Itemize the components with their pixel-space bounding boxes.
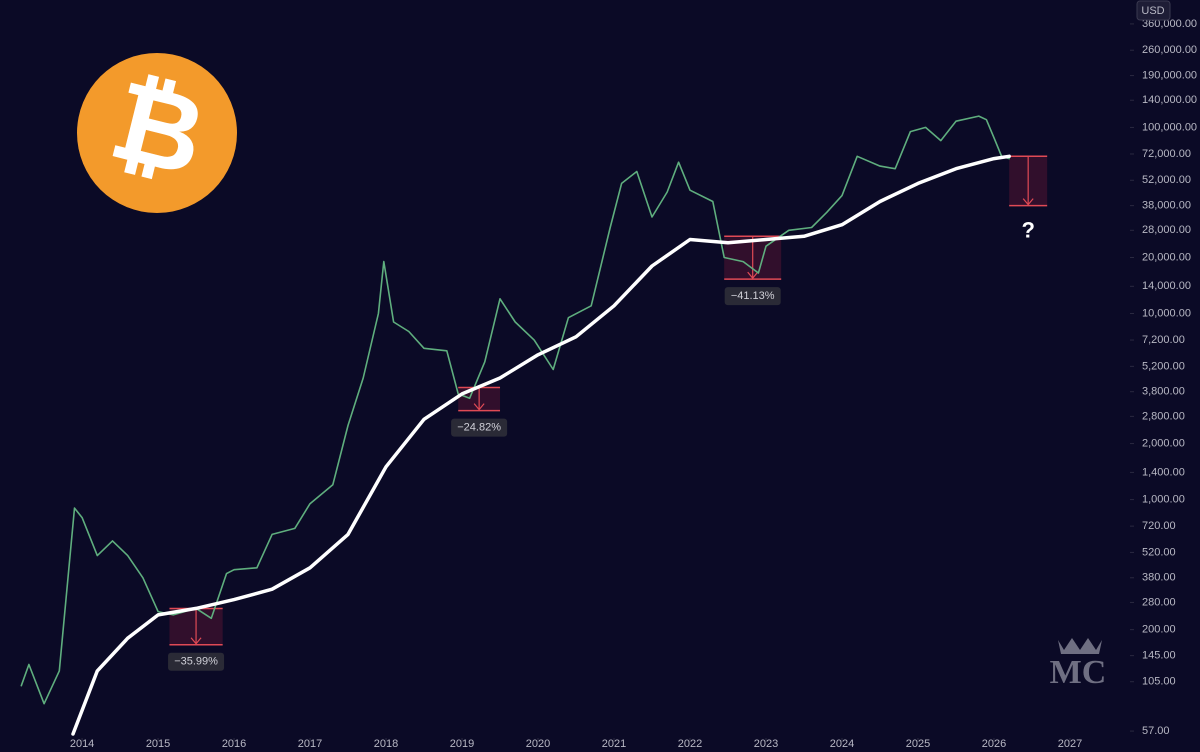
y-tick-label: 10,000.00	[1142, 307, 1191, 319]
y-tick-label: 2,000.00	[1142, 437, 1185, 449]
x-tick-label: 2025	[906, 738, 930, 750]
y-tick-label: 5,200.00	[1142, 360, 1185, 372]
x-tick-label: 2024	[830, 738, 854, 750]
drawdown-label: −35.99%	[174, 656, 218, 668]
x-tick-label: 2014	[70, 738, 94, 750]
y-tick-label: 28,000.00	[1142, 224, 1191, 236]
y-tick-label: 380.00	[1142, 572, 1176, 584]
y-tick-label: 20,000.00	[1142, 251, 1191, 263]
drawdown-label-box	[724, 287, 781, 306]
x-tick-label: 2023	[754, 738, 778, 750]
drawdown-label: ?	[1021, 217, 1034, 242]
drawdown-arrowhead	[747, 271, 759, 280]
drawdown-label: −24.82%	[457, 422, 501, 434]
y-tick-label: 14,000.00	[1142, 280, 1191, 292]
y-tick-label: 1,000.00	[1142, 493, 1185, 505]
drawdown-arrowhead	[473, 403, 485, 411]
x-tick-label: 2026	[982, 738, 1006, 750]
x-tick-label: 2022	[678, 738, 702, 750]
watermark: MC	[1050, 638, 1107, 691]
drawdown-arrowhead	[190, 637, 202, 645]
x-tick-label: 2015	[146, 738, 170, 750]
logo-circle	[77, 53, 237, 213]
y-tick-label: 140,000.00	[1142, 94, 1197, 106]
y-tick-label: 520.00	[1142, 546, 1176, 558]
y-tick-label: 280.00	[1142, 596, 1176, 608]
y-tick-label: 72,000.00	[1142, 148, 1191, 160]
y-tick-label: 260,000.00	[1142, 44, 1197, 56]
x-tick-label: 2027	[1058, 738, 1082, 750]
crown	[1058, 638, 1102, 654]
y-tick-label: 57.00	[1142, 725, 1170, 737]
x-tick-label: 2016	[222, 738, 246, 750]
y-tick-label: 720.00	[1142, 520, 1176, 532]
x-tick-label: 2019	[450, 738, 474, 750]
bitcoin-logo: ₿	[77, 53, 237, 213]
moving-average-line	[71, 154, 1011, 736]
y-tick-label: 38,000.00	[1142, 200, 1191, 212]
drawdown-arrowhead	[1022, 198, 1034, 206]
y-tick-label: 1,400.00	[1142, 466, 1185, 478]
drawdown-label-box	[168, 652, 225, 671]
plot-layer: 57.00 105.00 145.00 200.00 280.00 380.00 520.0…	[20, 18, 1197, 750]
y-tick-label: 100,000.00	[1142, 121, 1197, 133]
x-tick-label: 2018	[374, 738, 398, 750]
drawdown-label: −41.13%	[731, 290, 775, 302]
y-tick-label: 7,200.00	[1142, 334, 1185, 346]
drawdown-label-box	[451, 418, 508, 437]
y-tick-label: 360,000.00	[1142, 18, 1197, 30]
x-tick-label: 2020	[526, 738, 550, 750]
y-tick-label: 2,800.00	[1142, 410, 1185, 422]
watermark-text: MC	[1050, 654, 1107, 691]
currency-box	[1136, 0, 1171, 21]
x-tick-label: 2017	[298, 738, 322, 750]
y-tick-label: 3,800.00	[1142, 386, 1185, 398]
y-tick-label: 145.00	[1142, 650, 1176, 662]
y-tick-label: 52,000.00	[1142, 174, 1191, 186]
currency-label: USD	[1141, 5, 1164, 17]
y-tick-label: 190,000.00	[1142, 69, 1197, 81]
x-tick-label: 2021	[602, 738, 626, 750]
y-tick-label: 200.00	[1142, 624, 1176, 636]
y-tick-label: 105.00	[1142, 676, 1176, 688]
